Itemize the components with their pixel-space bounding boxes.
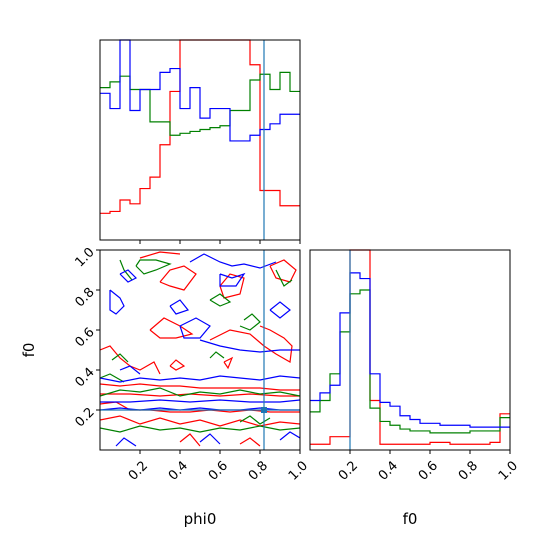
contour-green-6 [275,269,293,287]
f0-histogram-panel: 0.2 0.4 0.6 0.8 1.0 [309,249,521,484]
f0-xtick-label: 0.4 [376,458,401,483]
f0-xtick-label: 0.8 [456,458,481,483]
contour-red-4 [100,345,161,375]
f0-hist-blue [310,272,510,428]
phi0-xtick-label: 1.0 [286,458,311,483]
contour-blue-6 [189,253,277,269]
contour-red-14 [223,356,234,370]
contour-green-9 [239,415,271,425]
contour-green-10 [100,373,125,383]
f0-ytick-label: 0.8 [72,285,97,310]
contour-red-13 [139,251,181,259]
f0-xtick-label: 0.2 [336,458,361,483]
contour-red-0 [100,383,300,391]
contour-blue-8 [119,269,138,283]
contour-blue-13 [279,431,300,441]
phi0-xtick-label: 0.8 [246,458,271,483]
phi0-hist-red [100,39,300,214]
contour-red-3 [100,415,300,427]
contour-blue-14 [119,365,141,375]
contour-green-1 [100,425,300,433]
f0-ytick-label: 0.2 [72,405,97,430]
contour-blue-4 [109,289,125,315]
f0-histogram-frame [309,249,511,451]
contour-green-4 [239,313,261,331]
contour-red-8 [149,317,194,339]
phi0-xlabel: phi0 [184,510,217,528]
contour-red-9 [269,259,297,283]
phi0-histogram-panel [99,39,301,244]
contour-green-5 [119,259,133,281]
truth-marker [261,407,267,413]
contour-red-11 [239,437,261,447]
contour-blue-12 [199,433,221,445]
contour-green-2 [135,259,172,275]
phi0-xtick-label: 0.4 [166,458,191,483]
contour-green-3 [209,293,232,307]
f0-hist-red [310,249,510,445]
f0-xlabel: f0 [403,510,418,528]
contour-red-12 [169,359,186,371]
phi0-histogram-frame [99,39,301,241]
contour-green-0 [100,387,300,397]
contour-red-5 [209,325,293,363]
phi0-f0-contour-panel: 0.2 0.4 0.6 0.8 1.0 0.2 0.4 0.6 0.8 1.0 [72,245,311,484]
contour-blue-11 [115,437,137,447]
contour-blue-7 [219,272,246,287]
contour-green-7 [111,353,129,363]
f0-xtick-label: 0.6 [416,458,441,483]
f0-ytick-label: 0.6 [72,325,97,350]
contour-blue-3 [199,339,300,353]
contour-green-8 [209,351,225,359]
f0-ylabel: f0 [20,343,38,358]
contour-red-6 [159,265,197,291]
contour-red-2 [100,401,300,413]
f0-ytick-label: 0.4 [72,365,97,390]
f0-ytick-label: 1.0 [72,245,97,270]
contour-blue-2 [100,375,300,383]
contour-blue-9 [169,299,190,315]
contour-blue-10 [269,301,291,319]
contour-blue-1 [100,399,300,403]
phi0-xtick-label: 0.6 [206,458,231,483]
contour-blue-5 [179,317,211,339]
f0-xtick-label: 1.0 [496,458,521,483]
contour-red-10 [179,433,201,447]
phi0-xtick-label: 0.2 [126,458,151,483]
contour-red-1 [100,393,300,397]
contour-frame [99,249,301,451]
phi0-hist-blue [100,39,300,142]
